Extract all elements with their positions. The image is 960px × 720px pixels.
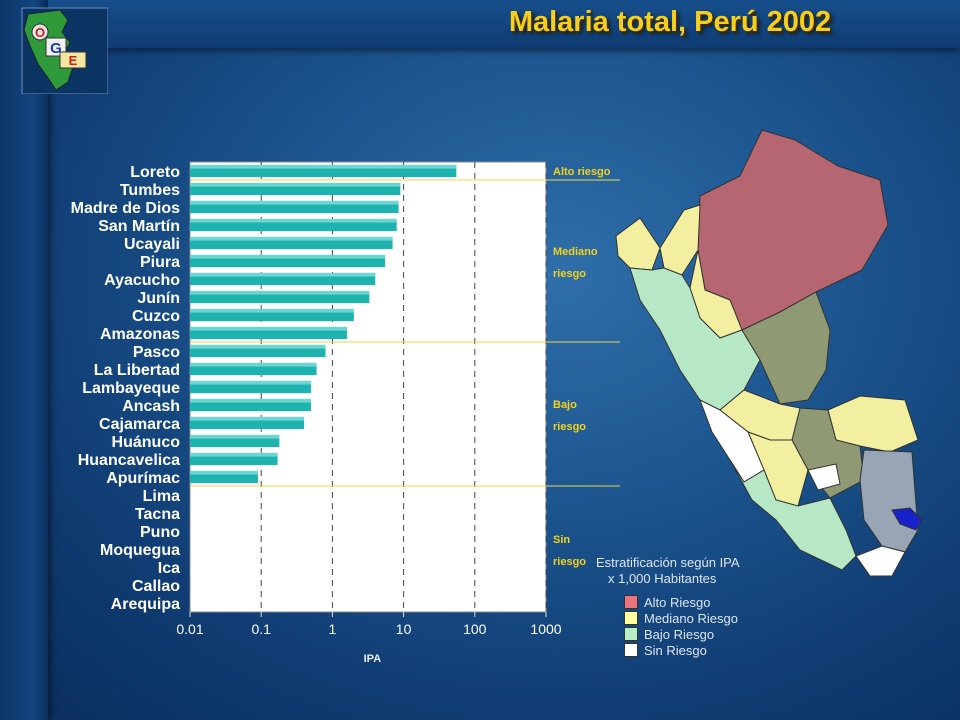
x-tick-label: 10 (396, 621, 412, 637)
category-label: Huancavelica (78, 452, 180, 469)
legend-label: Mediano Riesgo (644, 611, 738, 626)
left-decor-band (0, 0, 48, 720)
risk-label-line1: Sin (553, 534, 570, 546)
bar-highlight (190, 380, 311, 385)
category-label: Pasco (133, 344, 180, 361)
bar-highlight (190, 200, 399, 205)
legend-label: Sin Riesgo (644, 643, 707, 658)
category-label: Puno (140, 524, 180, 541)
category-label: Cajamarca (99, 416, 180, 433)
bar-highlight (190, 254, 386, 259)
bar-highlight (190, 236, 393, 241)
category-label: Lambayeque (82, 380, 180, 397)
bar-highlight (190, 218, 397, 223)
legend-label: Bajo Riesgo (644, 627, 715, 642)
bar-highlight (190, 416, 305, 421)
legend-item: Bajo Riesgo (624, 627, 714, 643)
x-axis-label: IPA (364, 653, 382, 665)
legend-title: Estratificación según IPA (596, 555, 740, 570)
category-label: Junín (137, 290, 180, 307)
top-decor-band (48, 0, 960, 48)
category-label: Lima (143, 488, 180, 505)
legend-swatch (624, 627, 638, 641)
legend-subtitle: x 1,000 Habitantes (608, 571, 717, 586)
x-tick-label: 1000 (530, 621, 561, 637)
x-tick-label: 0.1 (251, 621, 271, 637)
risk-label-line2: riesgo (553, 556, 586, 568)
bar-highlight (190, 308, 354, 313)
category-label: Madre de Dios (71, 200, 180, 217)
category-label: Ancash (122, 398, 180, 415)
category-label: Huánuco (112, 434, 181, 451)
category-label: La Libertad (94, 362, 180, 379)
category-label: Tumbes (120, 182, 180, 199)
x-tick-label: 1 (329, 621, 337, 637)
bar-highlight (190, 326, 347, 331)
logo-letter-g: G (50, 40, 62, 57)
legend-item: Alto Riesgo (624, 595, 710, 611)
legend-swatch (624, 643, 638, 657)
bar-highlight (190, 398, 311, 403)
category-label: Apurímac (106, 470, 180, 487)
category-label: Loreto (130, 164, 180, 181)
bar-highlight (190, 470, 258, 475)
logo-letter-e: E (69, 53, 78, 68)
bar-highlight (190, 362, 317, 367)
category-label: Piura (140, 254, 180, 271)
legend-label: Alto Riesgo (644, 595, 711, 610)
legend-item: Sin Riesgo (624, 643, 707, 659)
risk-label-line2: riesgo (553, 268, 586, 280)
bar-highlight (190, 182, 401, 187)
oge-logo: O G E (21, 7, 108, 94)
category-label: Cuzco (132, 308, 180, 325)
category-label: Arequipa (111, 596, 180, 613)
risk-label: Alto riesgo (553, 166, 611, 178)
risk-label-line1: Mediano (553, 246, 598, 258)
page-title: Malaria total, Perú 2002 (508, 6, 832, 38)
bar-highlight (190, 434, 280, 439)
category-label: Tacna (135, 506, 180, 523)
bar-highlight (190, 452, 278, 457)
legend-item: Mediano Riesgo (624, 611, 738, 627)
bar-highlight (190, 290, 370, 295)
category-label: San Martín (98, 218, 180, 235)
x-tick-label: 0.01 (176, 621, 203, 637)
risk-label-line2: riesgo (553, 421, 586, 433)
category-label: Ayacucho (104, 272, 180, 289)
category-label: Ica (158, 560, 180, 577)
legend-swatch (624, 595, 638, 609)
bar-highlight (190, 164, 457, 169)
logo-letter-o: O (35, 25, 45, 40)
bar-highlight (190, 272, 376, 277)
category-label: Moquegua (100, 542, 180, 559)
category-label: Callao (132, 578, 180, 595)
risk-label-line1: Bajo (553, 399, 577, 411)
x-tick-label: 100 (463, 621, 487, 637)
legend-swatch (624, 611, 638, 625)
bar-highlight (190, 344, 326, 349)
category-label: Ucayali (124, 236, 180, 253)
category-label: Amazonas (100, 326, 180, 343)
